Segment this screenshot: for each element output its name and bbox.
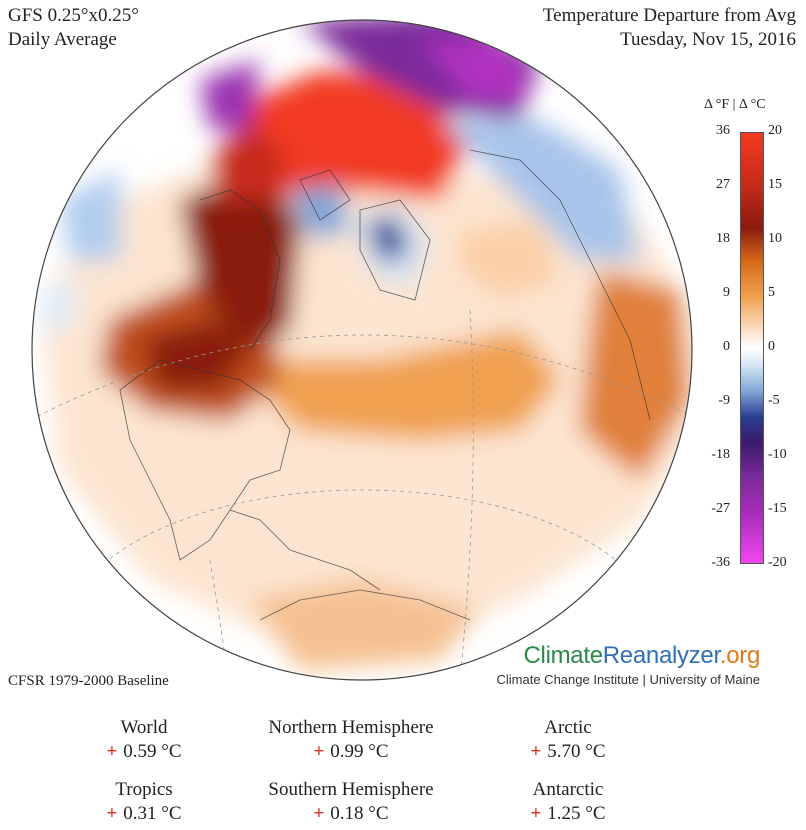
stat-antarctic: Antarctic +1.25 °C bbox=[438, 778, 698, 826]
stat-tropics: Tropics +0.31 °C bbox=[14, 778, 274, 826]
colorbar-f-tick: 27 bbox=[716, 177, 730, 192]
colorbar-f-tick: 0 bbox=[723, 339, 730, 354]
baseline-note: CFSR 1979-2000 Baseline bbox=[8, 673, 169, 689]
colorbar-c-tick: 0 bbox=[768, 339, 775, 354]
stat-value: 0.99 °C bbox=[330, 741, 389, 762]
colorbar bbox=[740, 132, 764, 564]
colorbar-c-tick: 20 bbox=[768, 123, 782, 138]
stat-sign: + bbox=[313, 803, 325, 824]
colorbar-c-tick: 10 bbox=[768, 231, 782, 246]
brand-subtitle: Climate Change Institute | University of… bbox=[496, 672, 761, 687]
stat-value: 5.70 °C bbox=[547, 741, 606, 762]
stat-sign: + bbox=[106, 803, 118, 824]
colorbar-f-tick: -36 bbox=[711, 555, 730, 570]
colorbar-units: Δ °F | Δ °C bbox=[704, 97, 766, 112]
map-title-block: Temperature Departure from Avg Tuesday, … bbox=[543, 4, 796, 52]
colorbar-c-tick: -20 bbox=[768, 555, 787, 570]
brand-logo-part2: Reanalyzer bbox=[602, 642, 720, 669]
colorbar-f-tick: 9 bbox=[723, 285, 730, 300]
stat-value: 0.18 °C bbox=[330, 803, 389, 824]
stat-arctic: Arctic +5.70 °C bbox=[438, 716, 698, 764]
model-info: GFS 0.25°x0.25° Daily Average bbox=[8, 4, 139, 52]
stat-label: Antarctic bbox=[532, 779, 604, 800]
stat-value: 0.31 °C bbox=[123, 803, 182, 824]
model-label: GFS 0.25°x0.25° bbox=[8, 5, 139, 26]
brand-logo-part3: .org bbox=[719, 642, 760, 669]
stat-sign: + bbox=[106, 741, 118, 762]
stat-sign: + bbox=[313, 741, 325, 762]
colorbar-f-tick: 18 bbox=[716, 231, 730, 246]
brand-logo-part1: Climate bbox=[523, 642, 604, 669]
stat-label: Tropics bbox=[115, 779, 173, 800]
globe-svg bbox=[31, 19, 693, 681]
stat-label: Arctic bbox=[544, 717, 592, 738]
colorbar-c-tick: -15 bbox=[768, 501, 787, 516]
colorbar-f-tick: 36 bbox=[716, 123, 730, 138]
stat-value: 1.25 °C bbox=[547, 803, 606, 824]
stat-label: Southern Hemisphere bbox=[268, 779, 434, 800]
colorbar-f-tick: -18 bbox=[711, 447, 730, 462]
map-date: Tuesday, Nov 15, 2016 bbox=[620, 29, 796, 50]
globe-map bbox=[31, 19, 693, 681]
colorbar-c-tick: -10 bbox=[768, 447, 787, 462]
stat-sign: + bbox=[530, 803, 542, 824]
colorbar-f-tick: -9 bbox=[718, 393, 730, 408]
period-label: Daily Average bbox=[8, 29, 117, 50]
brand-logo: ClimateReanalyzer.org bbox=[497, 642, 761, 670]
stat-value: 0.59 °C bbox=[123, 741, 182, 762]
coastlines bbox=[119, 149, 651, 621]
stat-label: World bbox=[120, 717, 168, 738]
map-title: Temperature Departure from Avg bbox=[542, 5, 796, 26]
stat-sign: + bbox=[530, 741, 542, 762]
colorbar-c-tick: -5 bbox=[768, 393, 780, 408]
colorbar-c-tick: 15 bbox=[768, 177, 782, 192]
colorbar-f-tick: -27 bbox=[711, 501, 730, 516]
colorbar-c-tick: 5 bbox=[768, 285, 775, 300]
branding: ClimateReanalyzer.org Climate Change Ins… bbox=[497, 642, 761, 687]
stat-southern-hemisphere: Southern Hemisphere +0.18 °C bbox=[221, 778, 481, 826]
globe-outline bbox=[31, 19, 693, 681]
stat-world: World +0.59 °C bbox=[14, 716, 274, 764]
anomaly-field bbox=[32, 20, 692, 680]
stat-label: Northern Hemisphere bbox=[268, 717, 434, 738]
stat-northern-hemisphere: Northern Hemisphere +0.99 °C bbox=[221, 716, 481, 764]
